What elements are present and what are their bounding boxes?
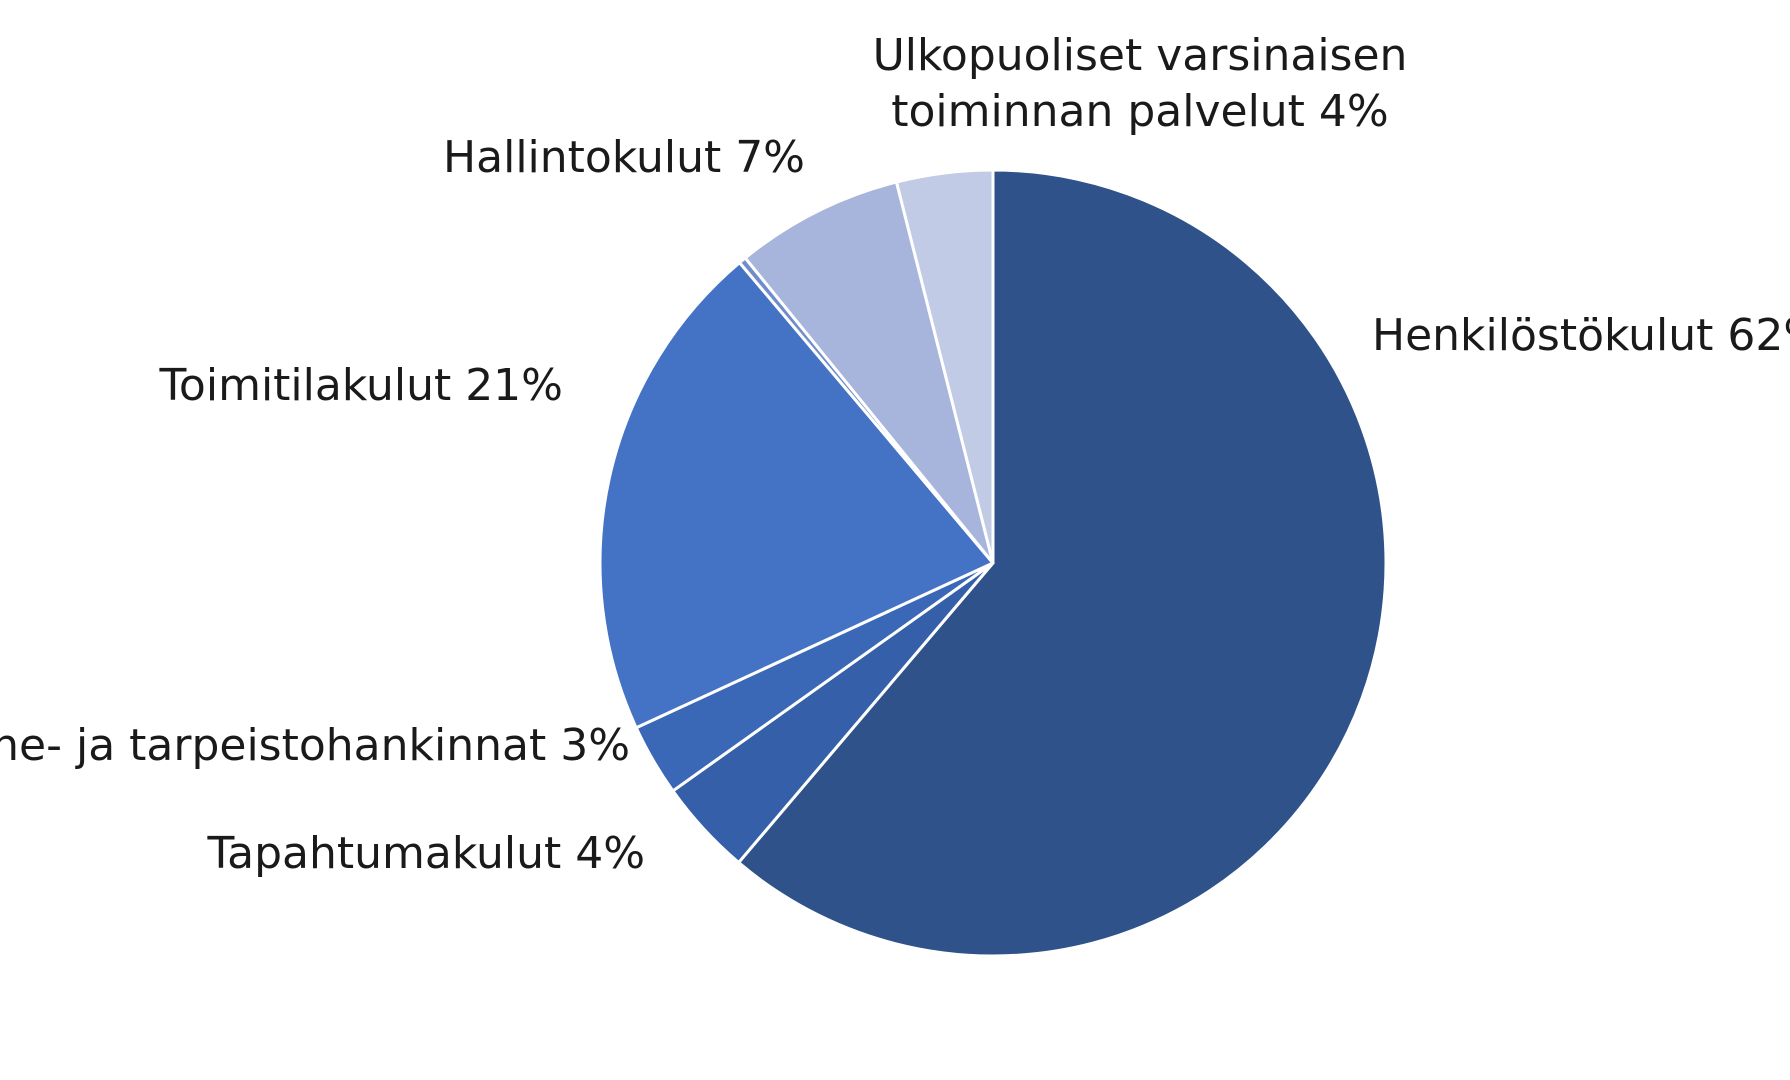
- pie-slice-hallintokulut: [743, 180, 995, 565]
- pie-label-hallintokulut: Hallintokulut 7%: [443, 132, 805, 183]
- pie-label-henkil-st-kulut: Henkilöstökulut 62%: [1372, 310, 1790, 361]
- pie-slices: [598, 168, 1388, 958]
- pie-label-toimitilakulut: Toimitilakulut 21%: [159, 360, 563, 411]
- pie-label-line: toiminnan palvelut 4%: [891, 86, 1388, 137]
- pie-label-v-line-ja-tarpeistohankinnat: Väline- ja tarpeistohankinnat 3%: [0, 720, 630, 771]
- pie-slice-ulkopuoliset-varsinaisen-toiminnan-palvelut: [894, 168, 995, 565]
- pie-label-tapahtumakulut: Tapahtumakulut 4%: [207, 828, 645, 879]
- pie-label-ulkopuoliset-varsinaisen-toiminnan-palvelut: Ulkopuoliset varsinaisen toiminnan palvel…: [873, 30, 1408, 137]
- pie-labels: Henkilöstökulut 62% Tapahtumakulut 4% Väli…: [0, 30, 1790, 879]
- pie-label-line: Ulkopuoliset varsinaisen: [873, 30, 1408, 81]
- pie-slice-henkil-st-kulut: [737, 168, 1388, 958]
- pie-slice-toimitilakulut: [598, 261, 995, 730]
